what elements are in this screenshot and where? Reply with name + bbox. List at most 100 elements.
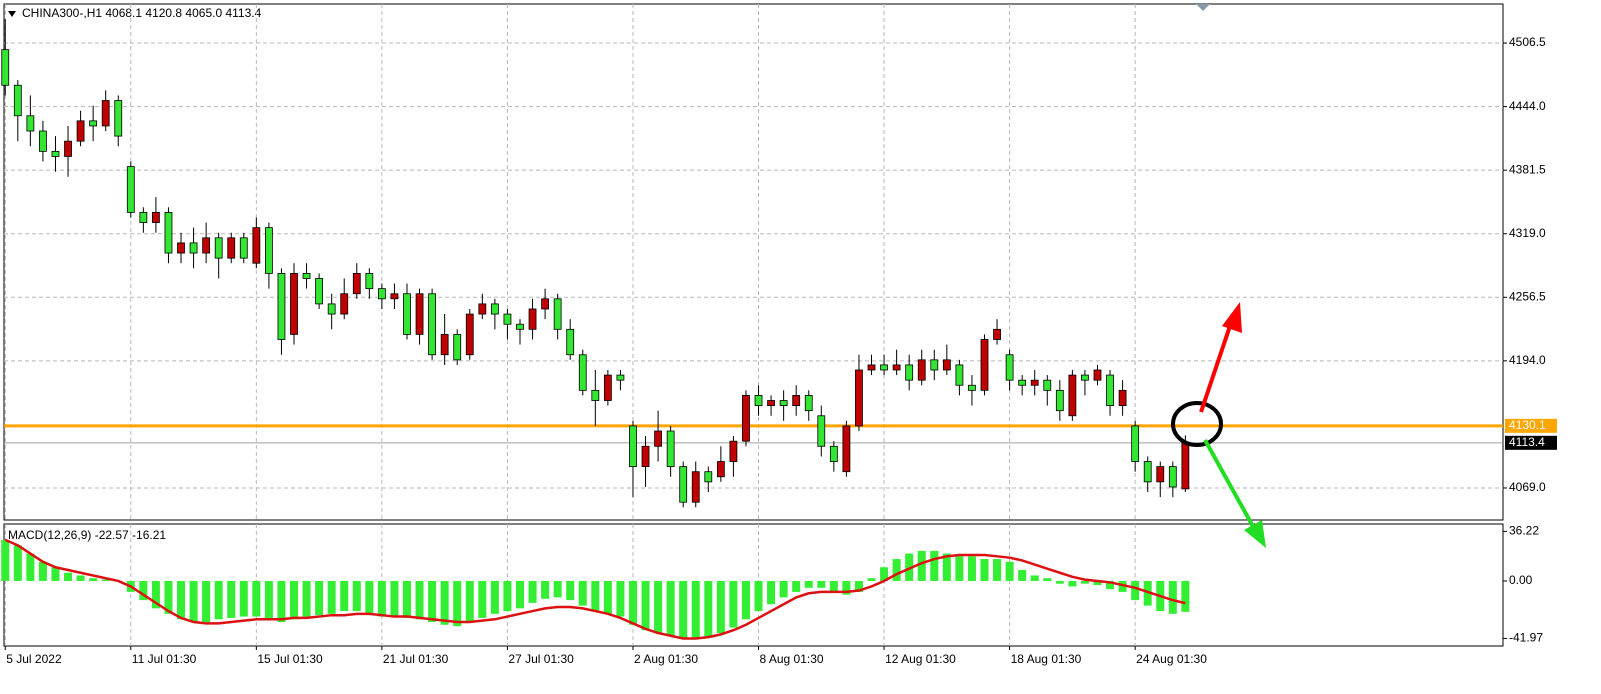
candle-body: [980, 339, 989, 391]
candle-body: [428, 293, 437, 356]
candle-body: [1106, 374, 1114, 406]
candle-body: [629, 425, 637, 468]
candle-body: [942, 359, 951, 371]
x-tick-label: 8 Aug 01:30: [760, 652, 824, 666]
histogram-bar: [327, 580, 336, 614]
histogram-bar: [290, 580, 299, 620]
candle-body: [51, 150, 60, 157]
candle-body: [591, 389, 600, 401]
x-tick-label: 15 Jul 01:30: [257, 652, 323, 666]
candle-body: [390, 293, 399, 300]
candle-body: [829, 445, 838, 462]
candle-body: [641, 445, 650, 468]
candle-body: [804, 395, 813, 412]
candle-body: [1131, 425, 1140, 462]
candle-body: [1156, 466, 1165, 483]
down-arrow-head: [1244, 520, 1266, 548]
candle-body: [666, 430, 675, 468]
y-tick-label: 4444.0: [1509, 99, 1546, 113]
candle-body: [403, 293, 411, 335]
histogram-bar: [490, 580, 499, 614]
histogram-bar: [817, 580, 826, 588]
histogram-bar: [76, 575, 85, 581]
candle-body: [352, 272, 361, 295]
candle-body: [465, 313, 474, 356]
candle-body: [227, 237, 236, 259]
candle-body: [968, 384, 976, 391]
histogram-bar: [679, 580, 688, 639]
candle-body: [164, 211, 173, 254]
candle-body: [767, 400, 775, 406]
macd-panel-frame: [3, 523, 1504, 647]
histogram-bar: [440, 580, 449, 625]
last-price-box: [1505, 435, 1557, 450]
shift-marker: [1196, 4, 1210, 11]
candle-body: [691, 471, 700, 503]
candle-body: [1055, 389, 1064, 412]
histogram-bar: [842, 580, 851, 595]
histogram-bar: [892, 559, 901, 581]
histogram-bar: [591, 580, 600, 612]
candle-body: [64, 140, 72, 157]
histogram-bar: [993, 559, 1002, 581]
candle-body: [1118, 389, 1127, 406]
candle-body: [930, 359, 939, 371]
macd-title: MACD(12,26,9) -22.57 -16.21: [8, 528, 166, 542]
candle-body: [716, 461, 725, 478]
candle-body: [152, 211, 160, 223]
candle-body: [578, 354, 587, 391]
histogram-bar: [277, 580, 286, 623]
candle-body: [654, 430, 662, 447]
histogram-bar: [804, 580, 813, 588]
candle-body: [917, 359, 926, 381]
candle-body: [290, 272, 298, 335]
histogram-bar: [377, 580, 386, 617]
candle-body: [754, 395, 763, 406]
histogram-bar: [151, 580, 160, 609]
histogram-bar: [1043, 578, 1052, 581]
level-label: 4130.1: [1509, 418, 1546, 432]
histogram-bar: [1018, 570, 1027, 581]
candle-body: [1005, 354, 1014, 381]
candle-body: [993, 328, 1001, 340]
histogram-bar: [164, 580, 173, 614]
histogram-bar: [139, 580, 148, 601]
candle-body: [1081, 374, 1089, 381]
histogram-bar: [528, 580, 537, 603]
histogram-bar: [26, 553, 35, 581]
x-tick-label: 18 Aug 01:30: [1011, 652, 1082, 666]
candle-body: [302, 272, 311, 279]
candle-body: [89, 120, 98, 127]
x-tick-label: 24 Aug 01:30: [1136, 652, 1207, 666]
plot-layer: 4506.5 4444.0 4381.5 4319.0 4256.5 4194.0 4069…: [1, 4, 1557, 666]
histogram-bar: [453, 580, 462, 627]
candle-body: [76, 120, 85, 142]
candle-body: [566, 328, 575, 356]
histogram-bar: [779, 580, 788, 598]
histogram-bar: [955, 556, 964, 581]
price-panel-frame: [3, 3, 1504, 521]
candle-body: [1093, 369, 1102, 381]
candle-body: [239, 237, 248, 259]
candle-body: [327, 303, 336, 315]
candle-body: [365, 272, 374, 290]
histogram-bar: [541, 580, 550, 599]
candle-body: [13, 84, 22, 117]
histogram-bar: [942, 553, 951, 581]
histogram-bar: [515, 580, 524, 609]
candle-body: [126, 166, 135, 213]
histogram-bar: [603, 580, 612, 614]
histogram-bar: [704, 580, 713, 638]
candle-body: [855, 369, 863, 427]
level-label-box: [1505, 418, 1557, 433]
histogram-bar: [829, 580, 838, 592]
histogram-bar: [402, 580, 411, 618]
x-tick-label: 12 Aug 01:30: [885, 652, 956, 666]
candle-body: [817, 415, 826, 447]
candle-body: [177, 242, 185, 254]
histogram-bar: [917, 550, 926, 581]
menu-triangle: [8, 11, 16, 17]
candle-body: [880, 364, 888, 371]
histogram-bar: [1106, 580, 1115, 590]
